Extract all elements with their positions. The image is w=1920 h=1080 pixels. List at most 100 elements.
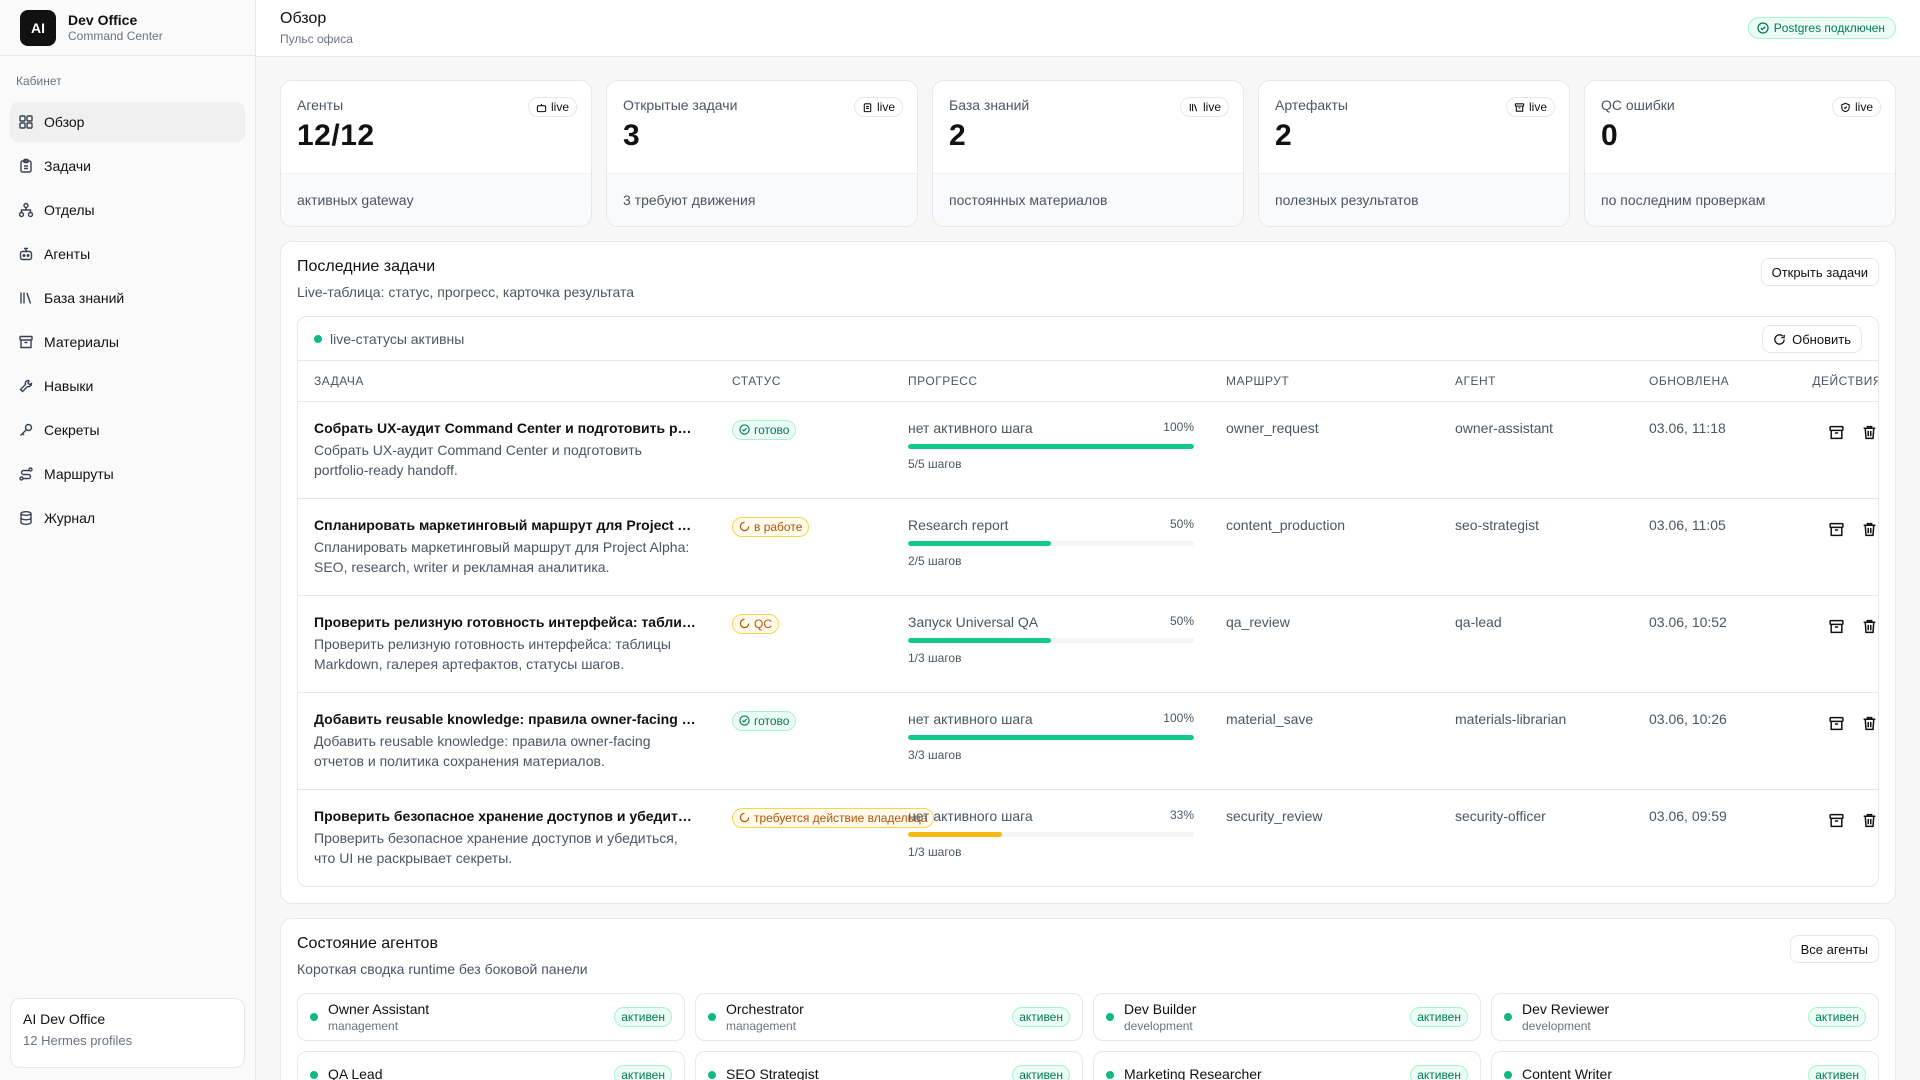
agent-status-dot bbox=[1504, 1013, 1512, 1021]
main-area: Обзор Пульс офиса Postgres подключен Аге… bbox=[256, 0, 1920, 1080]
sidebar-item-label: Обзор bbox=[44, 114, 85, 130]
nav-section-label: Кабинет bbox=[16, 74, 62, 88]
route-cell: material_save bbox=[1210, 692, 1439, 790]
sidebar-item-secrets[interactable]: Секреты bbox=[10, 410, 245, 450]
table-row[interactable]: Собрать UX-аудит Command Center и подгот… bbox=[298, 401, 1878, 499]
archive-icon[interactable] bbox=[1828, 812, 1845, 829]
sidebar-item-label: Агенты bbox=[44, 246, 91, 262]
column-header-progress[interactable]: ПРОГРЕСС bbox=[892, 361, 1210, 402]
route-cell: qa_review bbox=[1210, 595, 1439, 693]
agent-role: management bbox=[328, 1019, 399, 1033]
progress-step: Запуск Universal QA bbox=[908, 613, 1039, 630]
agent-card[interactable]: Dev Builder development активен bbox=[1093, 993, 1481, 1041]
task-title[interactable]: Проверить безопасное хранение доступов и… bbox=[314, 807, 700, 824]
actions-cell bbox=[1780, 789, 1878, 886]
loader-icon bbox=[739, 812, 750, 823]
column-header-status[interactable]: СТАТУС bbox=[716, 361, 892, 402]
sidebar-item-label: Журнал bbox=[44, 510, 96, 526]
agent-card[interactable]: SEO Strategist активен bbox=[695, 1051, 1083, 1080]
table-row[interactable]: Проверить безопасное хранение доступов и… bbox=[298, 789, 1878, 886]
stat-card-knowledge: База знаний 2 live постоянных материалов bbox=[932, 80, 1244, 227]
progress-percent: 33% bbox=[1169, 807, 1194, 822]
brand-title: Dev Office bbox=[68, 11, 138, 28]
sidebar-item-label: Секреты bbox=[44, 422, 100, 438]
sidebar-item-agents[interactable]: Агенты bbox=[10, 234, 245, 274]
table-row[interactable]: Проверить релизную готовность интерфейса… bbox=[298, 595, 1878, 693]
table-row[interactable]: Спланировать маркетинговый маршрут для P… bbox=[298, 498, 1878, 596]
brand[interactable]: AI Dev Office Command Center bbox=[0, 0, 255, 56]
sidebar-item-materials[interactable]: Материалы bbox=[10, 322, 245, 362]
sidebar-item-departments[interactable]: Отделы bbox=[10, 190, 245, 230]
archive-icon[interactable] bbox=[1828, 521, 1845, 538]
agent-card[interactable]: Content Writer активен bbox=[1491, 1051, 1879, 1080]
trash-icon[interactable] bbox=[1861, 521, 1878, 538]
agent-status-badge: активен bbox=[1410, 1007, 1468, 1027]
task-title[interactable]: Проверить релизную готовность интерфейса… bbox=[314, 613, 700, 630]
library-icon bbox=[1189, 103, 1198, 111]
live-dot bbox=[314, 334, 322, 343]
all-agents-button[interactable]: Все агенты bbox=[1789, 935, 1879, 963]
shield-icon bbox=[1841, 102, 1850, 112]
task-description: Проверить релизную готовность интерфейса… bbox=[314, 635, 671, 672]
sidebar-item-routes[interactable]: Маршруты bbox=[10, 454, 245, 494]
task-cell: Проверить безопасное хранение доступов и… bbox=[298, 789, 716, 886]
loader-icon bbox=[739, 521, 750, 532]
sidebar-item-journal[interactable]: Журнал bbox=[10, 498, 245, 538]
refresh-icon bbox=[1774, 333, 1785, 345]
sidebar-item-label: Отделы bbox=[44, 202, 95, 218]
content: Агенты 12/12 live активных gateway Откры… bbox=[280, 80, 1896, 1080]
check-circle-icon bbox=[739, 424, 750, 435]
column-header-agent[interactable]: АГЕНТ bbox=[1439, 361, 1633, 402]
agent-cell: materials-librarian bbox=[1439, 692, 1633, 790]
trash-icon[interactable] bbox=[1861, 812, 1878, 829]
open-tasks-button[interactable]: Открыть задачи bbox=[1760, 258, 1879, 286]
agent-card[interactable]: Owner Assistant management активен bbox=[297, 993, 685, 1041]
column-header-task[interactable]: ЗАДАЧА bbox=[298, 361, 716, 402]
task-description: Проверить безопасное хранение доступов и… bbox=[314, 829, 678, 866]
status-badge: готово bbox=[732, 710, 797, 731]
wrench-icon bbox=[18, 378, 34, 394]
agent-card[interactable]: Orchestrator management активен bbox=[695, 993, 1083, 1041]
trash-icon[interactable] bbox=[1861, 618, 1878, 635]
agent-name: Dev Builder bbox=[1124, 1001, 1197, 1017]
table-row[interactable]: Добавить reusable knowledge: правила own… bbox=[298, 692, 1878, 790]
route-cell: owner_request bbox=[1210, 401, 1439, 499]
agent-card[interactable]: Marketing Researcher активен bbox=[1093, 1051, 1481, 1080]
refresh-button[interactable]: Обновить bbox=[1762, 325, 1862, 353]
live-text: live bbox=[876, 100, 895, 114]
progress-bar-fill bbox=[908, 637, 1051, 643]
task-title[interactable]: Собрать UX-аудит Command Center и подгот… bbox=[314, 419, 700, 436]
live-badge: live bbox=[853, 97, 903, 117]
db-status-text: Postgres подключен bbox=[1773, 21, 1885, 35]
trash-icon[interactable] bbox=[1861, 424, 1878, 441]
task-title[interactable]: Спланировать маркетинговый маршрут для P… bbox=[314, 516, 700, 533]
sidebar-item-skills[interactable]: Навыки bbox=[10, 366, 245, 406]
page-title: Обзор bbox=[280, 10, 327, 27]
status-badge: QC bbox=[732, 613, 779, 634]
agent-name: Marketing Researcher bbox=[1124, 1066, 1262, 1080]
archive-icon[interactable] bbox=[1828, 424, 1845, 441]
agent-name: Owner Assistant bbox=[328, 1001, 430, 1017]
panel-subtitle: Live-таблица: статус, прогресс, карточка… bbox=[297, 284, 635, 300]
agent-status-badge: активен bbox=[1410, 1065, 1468, 1080]
archive-icon[interactable] bbox=[1828, 715, 1845, 732]
workspace-card[interactable]: AI Dev Office 12 Hermes profiles bbox=[10, 998, 245, 1068]
column-header-updated[interactable]: ОБНОВЛЕНА bbox=[1633, 361, 1780, 402]
agent-card[interactable]: QA Lead активен bbox=[297, 1051, 685, 1080]
stat-note: постоянных материалов bbox=[933, 173, 1243, 226]
agent-card[interactable]: Dev Reviewer development активен bbox=[1491, 993, 1879, 1041]
sidebar-item-overview[interactable]: Обзор bbox=[10, 102, 245, 142]
stat-label: QC ошибки bbox=[1601, 97, 1675, 113]
column-header-route[interactable]: МАРШРУТ bbox=[1210, 361, 1439, 402]
sidebar-item-tasks[interactable]: Задачи bbox=[10, 146, 245, 186]
trash-icon[interactable] bbox=[1861, 715, 1878, 732]
task-cell: Добавить reusable knowledge: правила own… bbox=[298, 692, 716, 790]
task-title[interactable]: Добавить reusable knowledge: правила own… bbox=[314, 710, 700, 727]
agent-cell: seo-strategist bbox=[1439, 498, 1633, 596]
sidebar-item-knowledge[interactable]: База знаний bbox=[10, 278, 245, 318]
progress-steps: 1/3 шагов bbox=[908, 650, 962, 665]
db-status-badge: Postgres подключен bbox=[1747, 17, 1896, 39]
archive-icon bbox=[1514, 102, 1525, 112]
archive-icon[interactable] bbox=[1828, 618, 1845, 635]
org-chart-icon bbox=[18, 202, 34, 218]
